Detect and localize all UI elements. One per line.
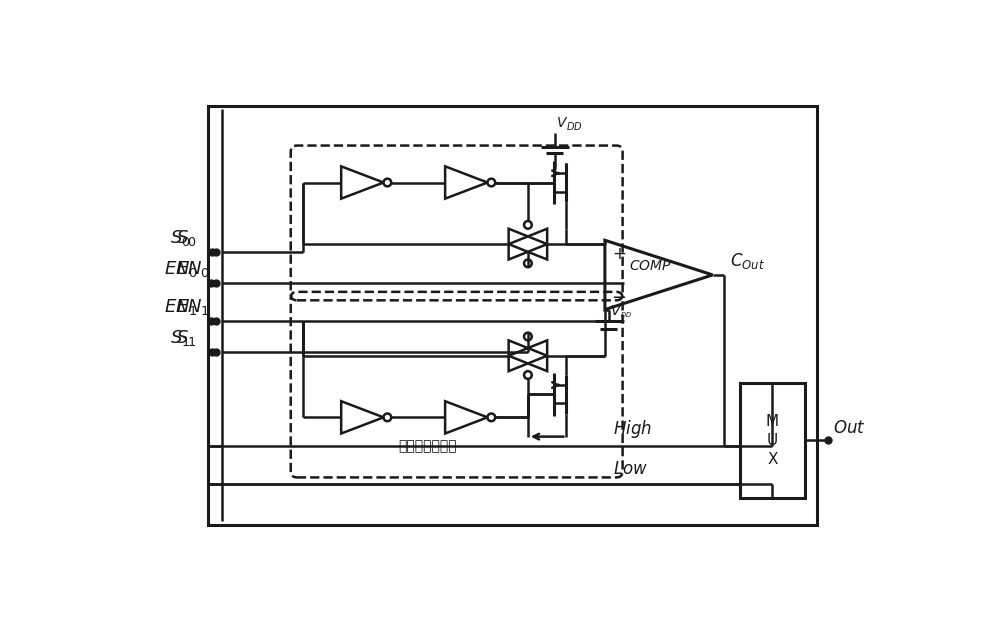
Text: $S_1$: $S_1$ bbox=[170, 328, 190, 348]
Text: 开回路检测单元: 开回路检测单元 bbox=[398, 439, 457, 453]
Text: $V$: $V$ bbox=[610, 304, 623, 318]
Text: $High$: $High$ bbox=[613, 418, 652, 440]
Text: $EN_1$: $EN_1$ bbox=[164, 298, 198, 317]
Text: $EN_0$: $EN_0$ bbox=[164, 259, 199, 279]
Text: $Out$: $Out$ bbox=[833, 419, 865, 437]
Text: $V$: $V$ bbox=[556, 116, 569, 130]
Text: $-$: $-$ bbox=[611, 287, 626, 304]
Text: M
U
X: M U X bbox=[766, 415, 779, 467]
Text: $S_0$: $S_0$ bbox=[176, 228, 197, 248]
Text: $_{DD}$: $_{DD}$ bbox=[620, 309, 632, 320]
Text: $EN_0$: $EN_0$ bbox=[176, 259, 210, 279]
Text: $DD$: $DD$ bbox=[566, 120, 582, 131]
Text: $EN_1$: $EN_1$ bbox=[176, 298, 210, 317]
Text: $S_1$: $S_1$ bbox=[176, 328, 196, 348]
Text: $S_0$: $S_0$ bbox=[170, 228, 190, 248]
Text: $Low$: $Low$ bbox=[613, 460, 648, 478]
Text: $+$: $+$ bbox=[612, 245, 626, 263]
Text: $C_{Out}$: $C_{Out}$ bbox=[730, 251, 765, 271]
Text: $COMP$: $COMP$ bbox=[629, 259, 672, 272]
